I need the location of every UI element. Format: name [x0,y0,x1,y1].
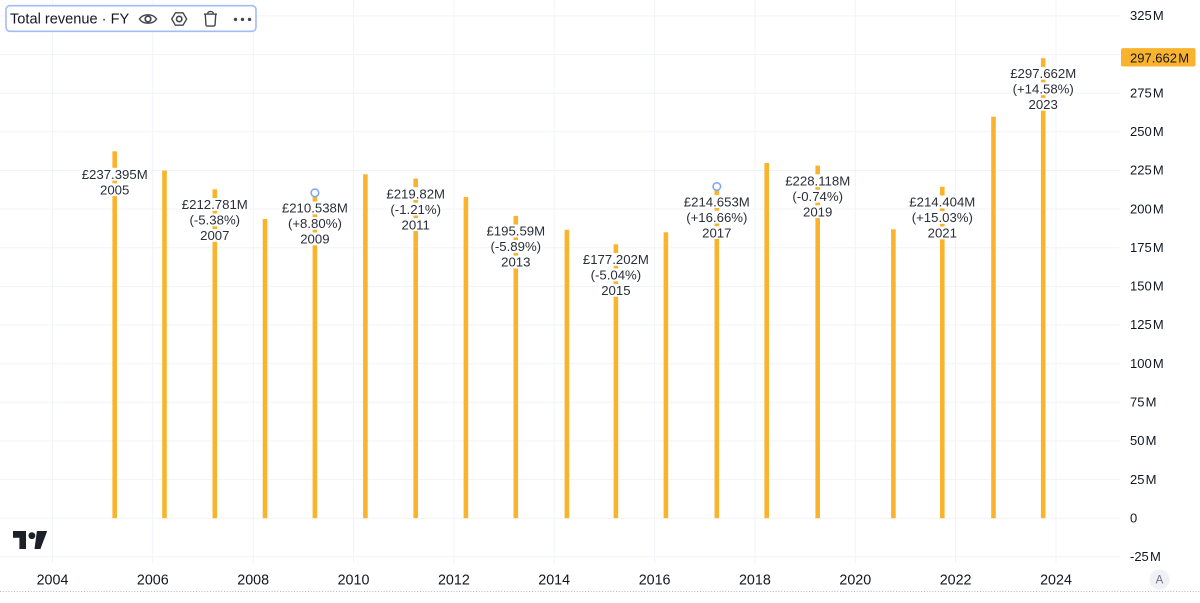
svg-text:2009: 2009 [300,232,329,247]
svg-text:2008: 2008 [237,573,269,589]
svg-text:(+14.58%): (+14.58%) [1013,82,1074,97]
svg-text:-25M: -25M [1130,549,1161,564]
svg-text:2011: 2011 [402,217,430,232]
svg-text:(-5.38%): (-5.38%) [190,213,241,228]
svg-text:2017: 2017 [702,225,731,240]
svg-text:2021: 2021 [928,226,957,241]
svg-text:2012: 2012 [438,573,470,589]
svg-text:£228.118M: £228.118M [785,173,850,188]
svg-text:25M: 25M [1130,472,1157,487]
svg-text:£237.395M: £237.395M [82,167,148,182]
svg-text:325M: 325M [1130,8,1164,23]
svg-text:250M: 250M [1130,124,1164,139]
svg-text:£219.82M: £219.82M [386,186,445,201]
svg-text:2020: 2020 [839,573,871,589]
svg-text:£214.653M: £214.653M [684,194,750,209]
svg-text:(-5.89%): (-5.89%) [491,239,542,254]
svg-text:275M: 275M [1130,85,1164,100]
svg-text:100M: 100M [1130,356,1164,371]
svg-text:2014: 2014 [538,573,570,589]
svg-text:(-0.74%): (-0.74%) [792,189,843,204]
svg-text:297.662M: 297.662M [1130,51,1189,66]
svg-text:2006: 2006 [137,573,169,589]
svg-text:(+16.66%): (+16.66%) [686,210,747,225]
svg-text:Total revenue · FY: Total revenue · FY [10,11,130,27]
svg-text:2023: 2023 [1029,97,1058,112]
svg-text:£214.404M: £214.404M [909,195,975,210]
svg-text:£177.202M: £177.202M [583,252,649,267]
svg-text:2010: 2010 [338,573,370,589]
svg-text:175M: 175M [1130,240,1164,255]
svg-text:225M: 225M [1130,163,1164,178]
svg-text:2015: 2015 [601,283,630,298]
svg-text:£212.781M: £212.781M [182,197,248,212]
svg-text:125M: 125M [1130,317,1164,332]
svg-text:150M: 150M [1130,279,1164,294]
svg-text:2005: 2005 [100,182,129,197]
svg-text:2024: 2024 [1040,573,1072,589]
svg-text:(+15.03%): (+15.03%) [912,210,973,225]
svg-text:(-1.21%): (-1.21%) [390,202,441,217]
svg-text:(-5.04%): (-5.04%) [591,268,642,283]
svg-text:2004: 2004 [37,573,69,589]
svg-text:£297.662M: £297.662M [1010,66,1076,81]
svg-text:£210.538M: £210.538M [282,201,348,216]
svg-text:2019: 2019 [803,204,832,219]
svg-text:75M: 75M [1130,395,1157,410]
svg-text:2018: 2018 [739,573,771,589]
svg-text:0: 0 [1130,510,1137,525]
svg-text:2022: 2022 [940,573,972,589]
svg-text:A: A [1156,575,1164,587]
svg-text:50M: 50M [1130,433,1157,448]
svg-text:2016: 2016 [639,573,671,589]
svg-text:200M: 200M [1130,201,1164,216]
svg-text:(+8.80%): (+8.80%) [288,216,342,231]
svg-text:£195.59M: £195.59M [486,224,545,239]
svg-text:2007: 2007 [200,228,229,243]
svg-text:2013: 2013 [501,255,530,270]
